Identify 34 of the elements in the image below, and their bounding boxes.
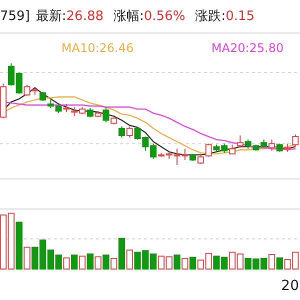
candlestick <box>268 139 275 152</box>
candlestick <box>40 91 46 102</box>
bar <box>16 222 22 270</box>
text: 涨幅:0.56% <box>114 9 186 24</box>
bar <box>24 246 30 270</box>
text: MA10:26.46 <box>61 41 134 55</box>
bar <box>86 253 94 270</box>
candlestick <box>86 108 94 118</box>
bar <box>174 254 180 270</box>
bar <box>63 257 70 270</box>
candlestick <box>126 126 133 138</box>
candlestick <box>118 126 125 138</box>
candlestick <box>102 106 110 123</box>
bar <box>189 256 196 270</box>
bar <box>118 238 126 270</box>
bar <box>126 250 133 270</box>
text: 最新:26.88 <box>36 9 104 24</box>
candlestick <box>229 144 236 154</box>
bar <box>182 258 188 270</box>
bar <box>102 254 110 270</box>
bar <box>78 256 86 270</box>
bar <box>110 258 118 270</box>
bar <box>276 257 283 270</box>
candlestick <box>292 134 299 148</box>
chart-title: 759] <box>0 9 30 24</box>
candlestick <box>205 143 212 158</box>
text: 涨跌:0.15 <box>195 9 255 24</box>
bar <box>94 256 102 270</box>
bar <box>268 254 276 270</box>
text: 20 <box>281 278 299 294</box>
bar <box>71 254 78 270</box>
candlestick <box>236 135 244 148</box>
text: MA20:25.80 <box>211 41 284 55</box>
candlestick <box>197 153 204 164</box>
